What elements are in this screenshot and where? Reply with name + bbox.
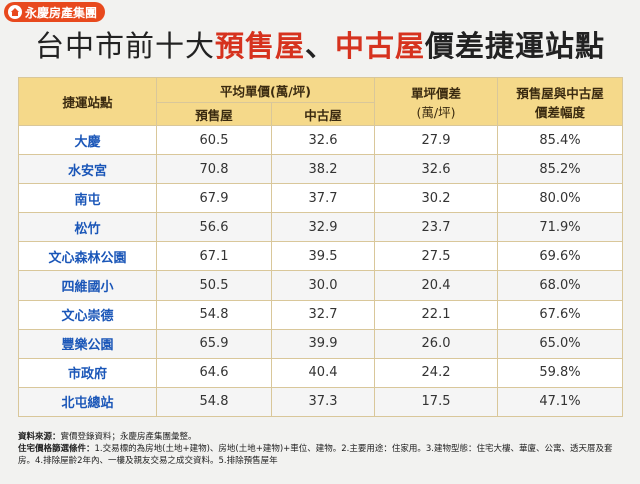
used-cell: 30.0 [270, 270, 376, 301]
presale-cell: 56.6 [156, 212, 272, 243]
used-cell: 40.4 [270, 357, 376, 388]
table-row: 水安宮 70.8 38.2 32.6 85.2% [18, 154, 624, 185]
diff-cell: 26.0 [374, 328, 499, 359]
used-cell: 32.9 [270, 212, 376, 243]
brand-logo: 永慶房產集團 [4, 2, 106, 22]
source-label: 資料來源： [18, 432, 61, 442]
station-cell: 市政府 [18, 357, 157, 388]
gap-cell: 68.0% [497, 270, 624, 301]
presale-cell: 70.8 [156, 154, 272, 185]
station-cell: 北屯總站 [18, 386, 157, 417]
header-used: 中古屋 [270, 102, 376, 126]
gap-cell: 65.0% [497, 328, 624, 359]
header-avg-price: 平均單價(萬/坪) [155, 77, 376, 103]
table-row: 北屯總站 54.8 37.3 17.5 47.1% [18, 386, 624, 417]
used-cell: 37.3 [270, 386, 376, 417]
header-diff-label: 單坪價差 [411, 85, 462, 101]
used-cell: 37.7 [270, 183, 376, 214]
header-diff-unit: (萬/坪) [416, 104, 456, 120]
table-row: 松竹 56.6 32.9 23.7 71.9% [18, 212, 624, 243]
presale-cell: 67.9 [156, 183, 272, 214]
house-icon [8, 5, 22, 19]
gap-cell: 80.0% [497, 183, 624, 214]
used-cell: 32.6 [270, 124, 376, 156]
diff-cell: 24.2 [374, 357, 499, 388]
title-part-5: 價差捷運站點 [425, 29, 606, 63]
title-part-3: 、 [304, 29, 335, 63]
diff-cell: 17.5 [374, 386, 499, 417]
station-cell: 豐樂公園 [18, 328, 157, 359]
gap-cell: 69.6% [497, 241, 624, 272]
diff-cell: 22.1 [374, 299, 499, 330]
gap-cell: 85.2% [497, 154, 624, 185]
station-cell: 四維國小 [18, 270, 157, 301]
header-gap-line2: 價差幅度 [535, 104, 586, 120]
station-cell: 松竹 [18, 212, 157, 243]
diff-cell: 32.6 [374, 154, 499, 185]
used-cell: 38.2 [270, 154, 376, 185]
header-avg-price-unit: (萬/坪) [270, 83, 312, 99]
gap-cell: 85.4% [497, 124, 624, 156]
table-row: 四維國小 50.5 30.0 20.4 68.0% [18, 270, 624, 301]
presale-cell: 65.9 [156, 328, 272, 359]
diff-cell: 23.7 [374, 212, 499, 243]
title-part-1: 台中市前十大 [34, 29, 215, 63]
station-cell: 文心崇德 [18, 299, 157, 330]
presale-cell: 50.5 [156, 270, 272, 301]
presale-cell: 54.8 [156, 299, 272, 330]
table-row: 豐樂公園 65.9 39.9 26.0 65.0% [18, 328, 624, 359]
diff-cell: 27.9 [374, 124, 499, 156]
presale-cell: 60.5 [156, 124, 272, 156]
presale-cell: 54.8 [156, 386, 272, 417]
page-title: 台中市前十大預售屋、中古屋價差捷運站點 [0, 20, 640, 72]
header-gap-line1: 預售屋與中古屋 [516, 85, 604, 101]
header-presale: 預售屋 [156, 102, 272, 126]
source-note: 資料來源：實價登錄資料；永慶房產集團彙整。 [18, 431, 622, 443]
station-cell: 水安宮 [18, 154, 157, 185]
header-gap: 預售屋與中古屋 價差幅度 [497, 77, 624, 126]
header-station: 捷運站點 [18, 77, 157, 126]
diff-cell: 30.2 [374, 183, 499, 214]
used-cell: 39.5 [270, 241, 376, 272]
table-row: 市政府 64.6 40.4 24.2 59.8% [18, 357, 624, 388]
used-cell: 32.7 [270, 299, 376, 330]
diff-cell: 20.4 [374, 270, 499, 301]
source-text: 實價登錄資料；永慶房產集團彙整。 [60, 432, 197, 442]
criteria-label: 住宅價格篩選條件： [18, 444, 95, 454]
station-cell: 南屯 [18, 183, 157, 214]
used-cell: 39.9 [270, 328, 376, 359]
diff-cell: 27.5 [374, 241, 499, 272]
gap-cell: 71.9% [497, 212, 624, 243]
presale-cell: 67.1 [156, 241, 272, 272]
brand-name: 永慶房產集團 [25, 5, 98, 20]
header-avg-price-label: 平均單價 [220, 83, 271, 99]
criteria-note: 住宅價格篩選條件：1.交易標的為房地(土地+建物)、房地(土地+建物)+車位、建… [18, 443, 622, 467]
table-row: 大慶 60.5 32.6 27.9 85.4% [18, 124, 624, 156]
criteria-text: 1.交易標的為房地(土地+建物)、房地(土地+建物)+車位、建物。2.主要用途：… [18, 444, 613, 466]
footer-notes: 資料來源：實價登錄資料；永慶房產集團彙整。 住宅價格篩選條件：1.交易標的為房地… [18, 431, 622, 467]
table-row: 南屯 67.9 37.7 30.2 80.0% [18, 183, 624, 214]
gap-cell: 59.8% [497, 357, 624, 388]
station-cell: 文心森林公園 [18, 241, 157, 272]
presale-cell: 64.6 [156, 357, 272, 388]
gap-cell: 47.1% [497, 386, 624, 417]
station-cell: 大慶 [18, 124, 157, 156]
header-diff: 單坪價差 (萬/坪) [374, 77, 499, 126]
price-table: 捷運站點 平均單價(萬/坪) 單坪價差 (萬/坪) 預售屋與中古屋 價差幅度 預售屋… [18, 77, 624, 417]
title-part-2: 預售屋 [214, 29, 305, 63]
title-part-4: 中古屋 [335, 29, 426, 63]
table-row: 文心森林公園 67.1 39.5 27.5 69.6% [18, 241, 624, 272]
table-row: 文心崇德 54.8 32.7 22.1 67.6% [18, 299, 624, 330]
gap-cell: 67.6% [497, 299, 624, 330]
